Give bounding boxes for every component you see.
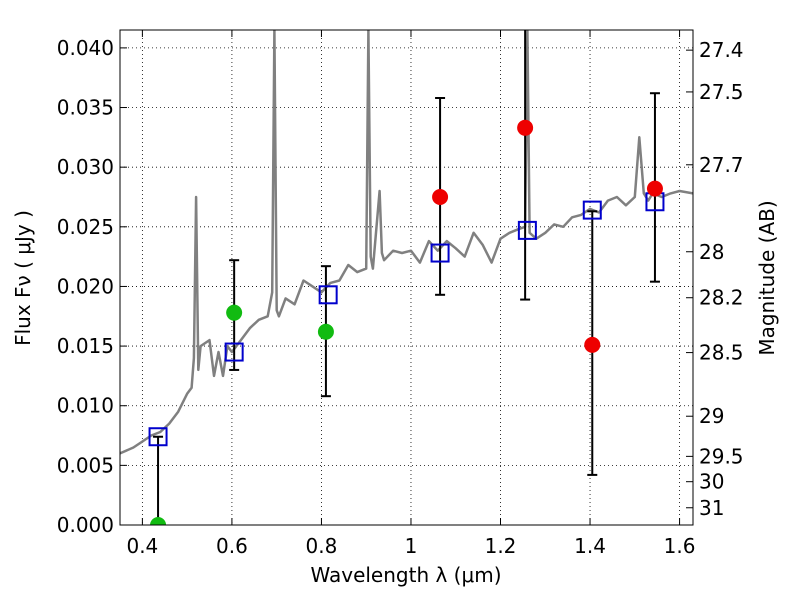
grid <box>120 30 693 526</box>
x-tick-label: 1 <box>405 534 418 558</box>
observed-point-red <box>432 188 449 205</box>
mag-tick-label: 29.5 <box>699 444 744 468</box>
tick-layer: 0.4 0.6 0.8 1 1.2 1.4 1.6 0.000 0.005 0.010 0.015 0… <box>57 30 744 558</box>
x-tick-label: 0.8 <box>306 534 338 558</box>
spectrum-line <box>120 30 693 455</box>
marker-layer <box>148 119 665 525</box>
errorbar-layer <box>153 30 660 525</box>
y-tick-label: 0.040 <box>57 36 114 60</box>
mag-tick-label: 27.5 <box>699 80 744 104</box>
x-tick-label: 1.2 <box>485 534 517 558</box>
y-tick-label: 0.020 <box>57 274 114 298</box>
observed-point-green <box>226 304 243 321</box>
model-photometry-square <box>517 220 537 240</box>
mag-tick-label: 28 <box>699 240 724 264</box>
observed-point-green <box>150 517 167 525</box>
mag-tick-label: 27.4 <box>699 38 744 62</box>
x-tick-label: 0.6 <box>216 534 248 558</box>
x-tick-label: 1.6 <box>664 534 696 558</box>
model-photometry-square <box>224 342 244 362</box>
observed-point-red <box>584 336 601 353</box>
mag-tick-label: 28.5 <box>699 341 744 365</box>
observed-point-red <box>517 119 534 136</box>
observed-point-green <box>317 323 334 340</box>
x-axis-label: Wavelength λ (μm) <box>310 563 501 587</box>
spectrum-layer <box>120 30 693 455</box>
y2-axis-label: Magnitude (AB) <box>755 200 779 355</box>
observed-point-red <box>646 180 663 197</box>
mag-tick-label: 28.2 <box>699 286 744 310</box>
y-tick-label: 0.015 <box>57 334 114 358</box>
y-axis-label: Flux Fν ( μJy ) <box>11 210 35 346</box>
y-tick-label: 0.010 <box>57 394 114 418</box>
y-tick-label: 0.005 <box>57 453 114 477</box>
mag-tick-label: 29 <box>699 404 724 428</box>
y-tick-label: 0.030 <box>57 155 114 179</box>
model-photometry-square <box>148 427 168 447</box>
model-photometry-square <box>582 200 602 220</box>
x-tick-label: 0.4 <box>126 534 158 558</box>
y-tick-label: 0.035 <box>57 96 114 120</box>
model-photometry-square <box>430 243 450 263</box>
y-tick-label: 0.000 <box>57 513 114 537</box>
x-tick-label: 1.4 <box>574 534 606 558</box>
mag-tick-label: 31 <box>699 496 724 520</box>
plot-frame <box>119 29 694 526</box>
model-photometry-square <box>318 285 338 305</box>
y-tick-label: 0.025 <box>57 215 114 239</box>
mag-tick-label: 27.7 <box>699 153 744 177</box>
mag-tick-label: 30 <box>699 470 724 494</box>
